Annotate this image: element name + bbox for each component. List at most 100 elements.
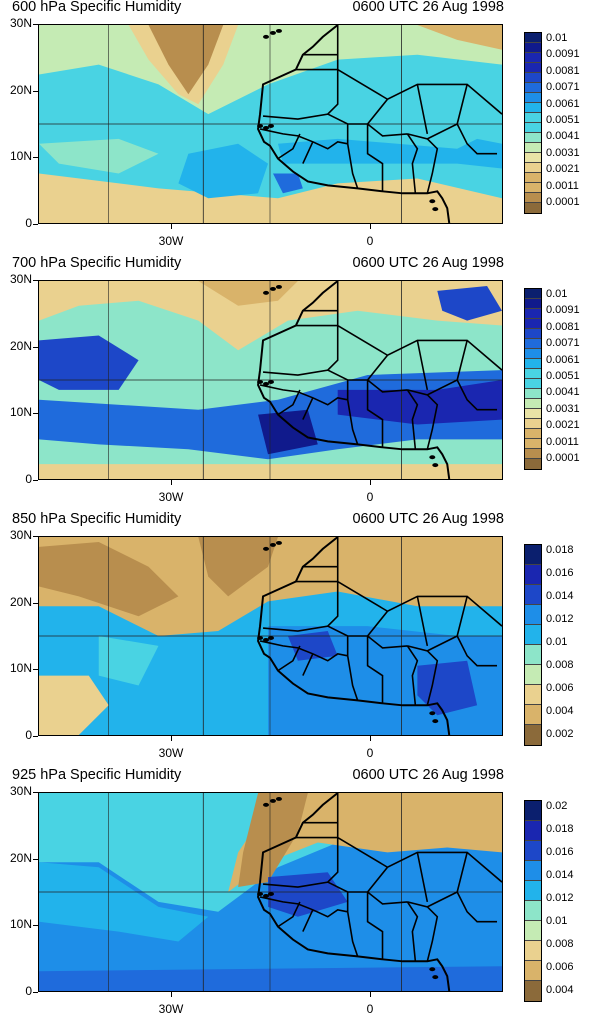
color-bar-label: 0.0081	[546, 320, 580, 333]
color-bar	[524, 288, 542, 470]
color-bar-cell	[525, 83, 541, 93]
color-bar-cell	[525, 103, 541, 113]
color-bar-cell	[525, 193, 541, 203]
color-bar-cell	[525, 439, 541, 449]
island	[432, 975, 439, 980]
color-bar-cell	[525, 33, 541, 43]
island	[275, 284, 282, 289]
country-borders	[259, 281, 502, 450]
color-bar-label: 0.006	[546, 682, 574, 694]
color-bar	[524, 32, 542, 214]
island	[270, 286, 276, 291]
lon-tick	[171, 992, 172, 997]
panel-850hpa: 850 hPa Specific Humidity 0600 UTC 26 Au…	[0, 511, 600, 767]
color-bar-label: 0.0081	[546, 64, 580, 77]
color-bar-cell	[525, 153, 541, 163]
color-bar-cell	[525, 585, 541, 605]
color-bar-cell	[525, 93, 541, 103]
humidity-map	[38, 536, 503, 736]
island	[257, 892, 264, 896]
color-bar-cell	[525, 821, 541, 841]
lat-tick	[33, 157, 38, 158]
island	[268, 124, 274, 128]
coastline	[257, 281, 451, 479]
island	[275, 796, 282, 801]
color-bar	[524, 544, 542, 746]
lat-label: 20N	[9, 339, 32, 353]
island	[263, 637, 270, 642]
island	[268, 892, 274, 896]
color-bar-cell	[525, 941, 541, 961]
lat-label: 0	[25, 728, 32, 742]
color-bar-label: 0.016	[546, 567, 574, 579]
lat-tick	[33, 24, 38, 25]
lat-tick	[33, 280, 38, 281]
lat-label: 20N	[9, 851, 32, 865]
island	[270, 798, 276, 803]
color-bar-cell	[525, 309, 541, 319]
lon-tick	[370, 224, 371, 229]
lon-tick	[370, 480, 371, 485]
color-bar-cell	[525, 53, 541, 63]
lat-tick	[33, 736, 38, 737]
island	[263, 546, 270, 551]
lat-label: 10N	[9, 661, 32, 675]
coastline	[257, 537, 451, 735]
island	[263, 802, 270, 807]
color-bar-label: 0.012	[546, 613, 574, 625]
island	[432, 719, 439, 724]
color-bar-label: 0.016	[546, 846, 574, 858]
panel-title: 925 hPa Specific Humidity	[12, 767, 182, 783]
island	[432, 207, 439, 212]
country-borders	[259, 537, 502, 706]
color-bar-cell	[525, 921, 541, 941]
lon-label: 0	[366, 1002, 374, 1016]
lon-label: 0	[366, 746, 374, 760]
panel-time: 0600 UTC 26 Aug 1998	[352, 255, 504, 271]
color-bar-label: 0.014	[546, 590, 574, 602]
lat-tick	[33, 480, 38, 481]
color-bar-label: 0.0041	[546, 386, 580, 399]
lon-label: 30W	[158, 746, 184, 760]
color-bar-label: 0.006	[546, 961, 574, 973]
color-bar-label: 0.0071	[546, 81, 580, 94]
color-bar-cell	[525, 389, 541, 399]
color-bar-label: 0.02	[546, 800, 568, 812]
lat-label: 0	[25, 472, 32, 486]
color-bar-label: 0.018	[546, 823, 574, 835]
color-bar-cell	[525, 645, 541, 665]
color-bar-label: 0.0031	[546, 402, 580, 415]
color-bar-cell	[525, 43, 541, 53]
color-bar-cell	[525, 123, 541, 133]
color-bar-cell	[525, 725, 541, 745]
color-bar-cell	[525, 289, 541, 299]
color-bar-cell	[525, 183, 541, 193]
island	[263, 893, 270, 898]
color-bar-label: 0.0001	[546, 452, 580, 464]
color-bar-cell	[525, 173, 541, 183]
color-bar-label: 0.01	[546, 288, 568, 300]
panel-title: 850 hPa Specific Humidity	[12, 511, 182, 527]
island	[263, 34, 270, 39]
island	[429, 967, 436, 972]
color-bar-label: 0.0011	[546, 179, 579, 192]
lat-tick	[33, 792, 38, 793]
lon-label: 0	[366, 234, 374, 248]
island	[257, 380, 264, 384]
color-bar-label: 0.004	[546, 984, 574, 996]
lat-tick	[33, 224, 38, 225]
lon-label: 30W	[158, 1002, 184, 1016]
panel-time: 0600 UTC 26 Aug 1998	[352, 511, 504, 527]
lat-label: 0	[25, 216, 32, 230]
color-bar-label: 0.008	[546, 938, 574, 950]
color-bar-cell	[525, 665, 541, 685]
island	[275, 28, 282, 33]
lat-tick	[33, 669, 38, 670]
island	[432, 463, 439, 468]
lon-label: 30W	[158, 234, 184, 248]
color-bar-label: 0.002	[546, 728, 574, 740]
color-bar-label: 0.01	[546, 915, 568, 927]
color-bar-label: 0.0061	[546, 353, 580, 366]
lon-tick	[370, 992, 371, 997]
humidity-map	[38, 792, 503, 992]
